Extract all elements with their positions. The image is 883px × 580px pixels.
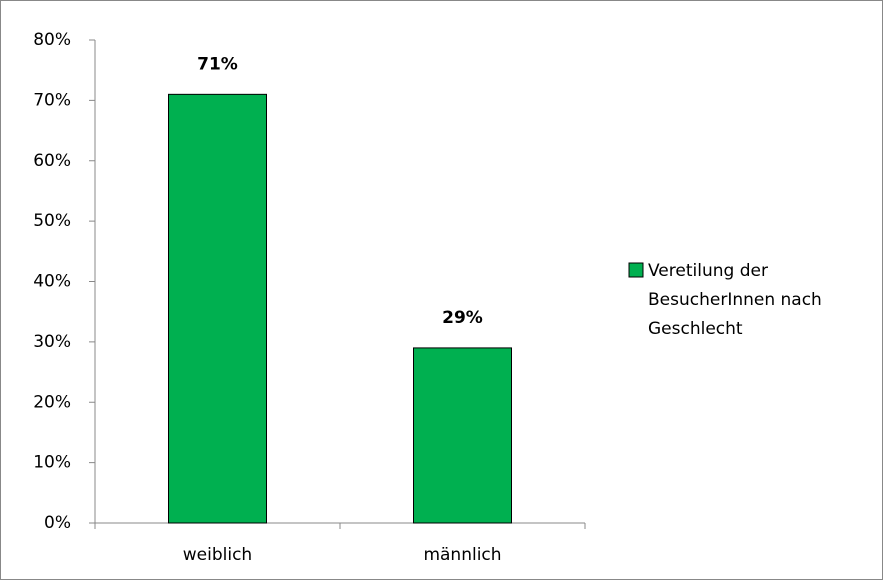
bar <box>413 347 512 524</box>
y-tick-label: 70% <box>33 90 71 110</box>
y-tick-label: 50% <box>33 211 71 231</box>
y-tick-label: 30% <box>33 332 71 352</box>
y-tick-label: 0% <box>44 513 71 533</box>
x-tick-label: weiblich <box>183 545 252 565</box>
value-label: 71% <box>197 54 238 74</box>
legend-label: Veretilung der BesucherInnen nach Geschl… <box>648 261 822 339</box>
legend-swatch <box>628 262 644 278</box>
y-tick-label: 10% <box>33 453 71 473</box>
y-tick-label: 20% <box>33 392 71 412</box>
value-label: 29% <box>442 308 483 328</box>
x-tick-label: männlich <box>423 545 501 565</box>
y-tick-label: 60% <box>33 151 71 171</box>
bar <box>168 93 267 524</box>
y-tick-label: 40% <box>33 272 71 292</box>
y-tick-label: 80% <box>33 30 71 50</box>
